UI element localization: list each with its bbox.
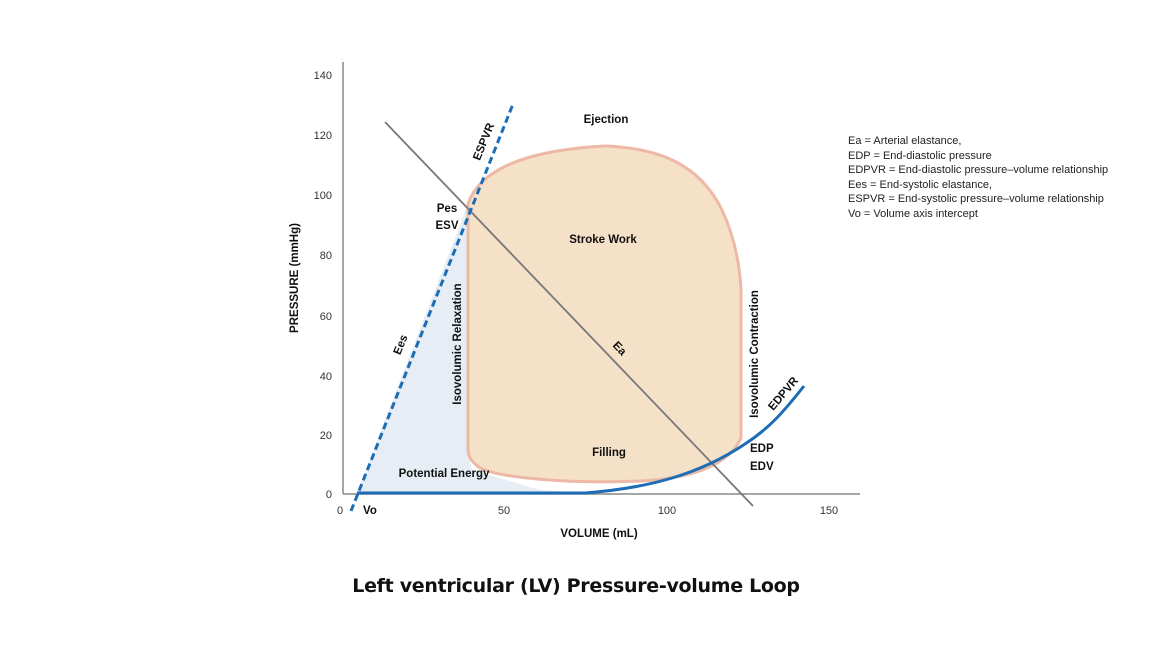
ejection-label: Ejection	[584, 114, 629, 126]
x-tick-label: 150	[820, 505, 838, 517]
legend-entry: Vo = Volume axis intercept	[848, 207, 978, 220]
legend-entry: ESPVR = End-systolic pressure–volume rel…	[848, 193, 1104, 206]
y-tick-label: 140	[314, 70, 332, 82]
x-tick-label: 50	[498, 505, 510, 517]
x-tick-labels: 0 50 100 150	[337, 505, 838, 517]
y-axis-title: PRESSURE (mmHg)	[289, 223, 301, 333]
y-tick-label: 0	[326, 489, 332, 501]
y-tick-labels: 0 20 40 60 80 100 120 140	[314, 70, 332, 501]
filling-label: Filling	[592, 447, 626, 459]
legend-entry: EDPVR = End-diastolic pressure–volume re…	[848, 164, 1109, 177]
esv-label: ESV	[435, 220, 458, 232]
y-tick-label: 60	[320, 311, 332, 323]
espvr-label: ESPVR	[471, 121, 497, 162]
edp-label: EDP	[750, 443, 774, 455]
y-tick-label: 40	[320, 371, 332, 383]
pes-label: Pes	[437, 203, 457, 215]
ea-line	[384, 121, 754, 507]
legend-entry: EDP = End-diastolic pressure	[848, 149, 992, 162]
vo-label: Vo	[363, 505, 377, 517]
edpvr-curve	[357, 385, 806, 495]
x-axis-title: VOLUME (mL)	[560, 528, 637, 540]
stroke-work-label: Stroke Work	[569, 234, 637, 246]
ees-label: Ees	[392, 333, 411, 356]
legend-entry: Ees = End-systolic elastance,	[848, 178, 992, 191]
y-tick-label: 80	[320, 250, 332, 262]
potential-energy-region	[357, 204, 585, 493]
isovolumic-relaxation-label: Isovolumic Relaxation	[452, 283, 464, 404]
espvr-line	[349, 103, 515, 512]
potential-energy-label: Potential Energy	[399, 468, 490, 480]
x-tick-label: 100	[658, 505, 676, 517]
isovolumic-contraction-label: Isovolumic Contraction	[749, 290, 761, 418]
y-tick-label: 20	[320, 430, 332, 442]
stroke-work-loop	[466, 144, 743, 484]
x-tick-label: 0	[337, 505, 343, 517]
abbreviation-legend: Ea = Arterial elastance, EDP = End-diast…	[848, 134, 1108, 222]
figure-caption: Left ventricular (LV) Pressure-volume Lo…	[352, 575, 800, 597]
legend-entry: Ea = Arterial elastance,	[848, 135, 962, 147]
y-tick-label: 100	[314, 190, 332, 202]
edv-label: EDV	[750, 461, 774, 473]
y-tick-label: 120	[314, 130, 332, 142]
